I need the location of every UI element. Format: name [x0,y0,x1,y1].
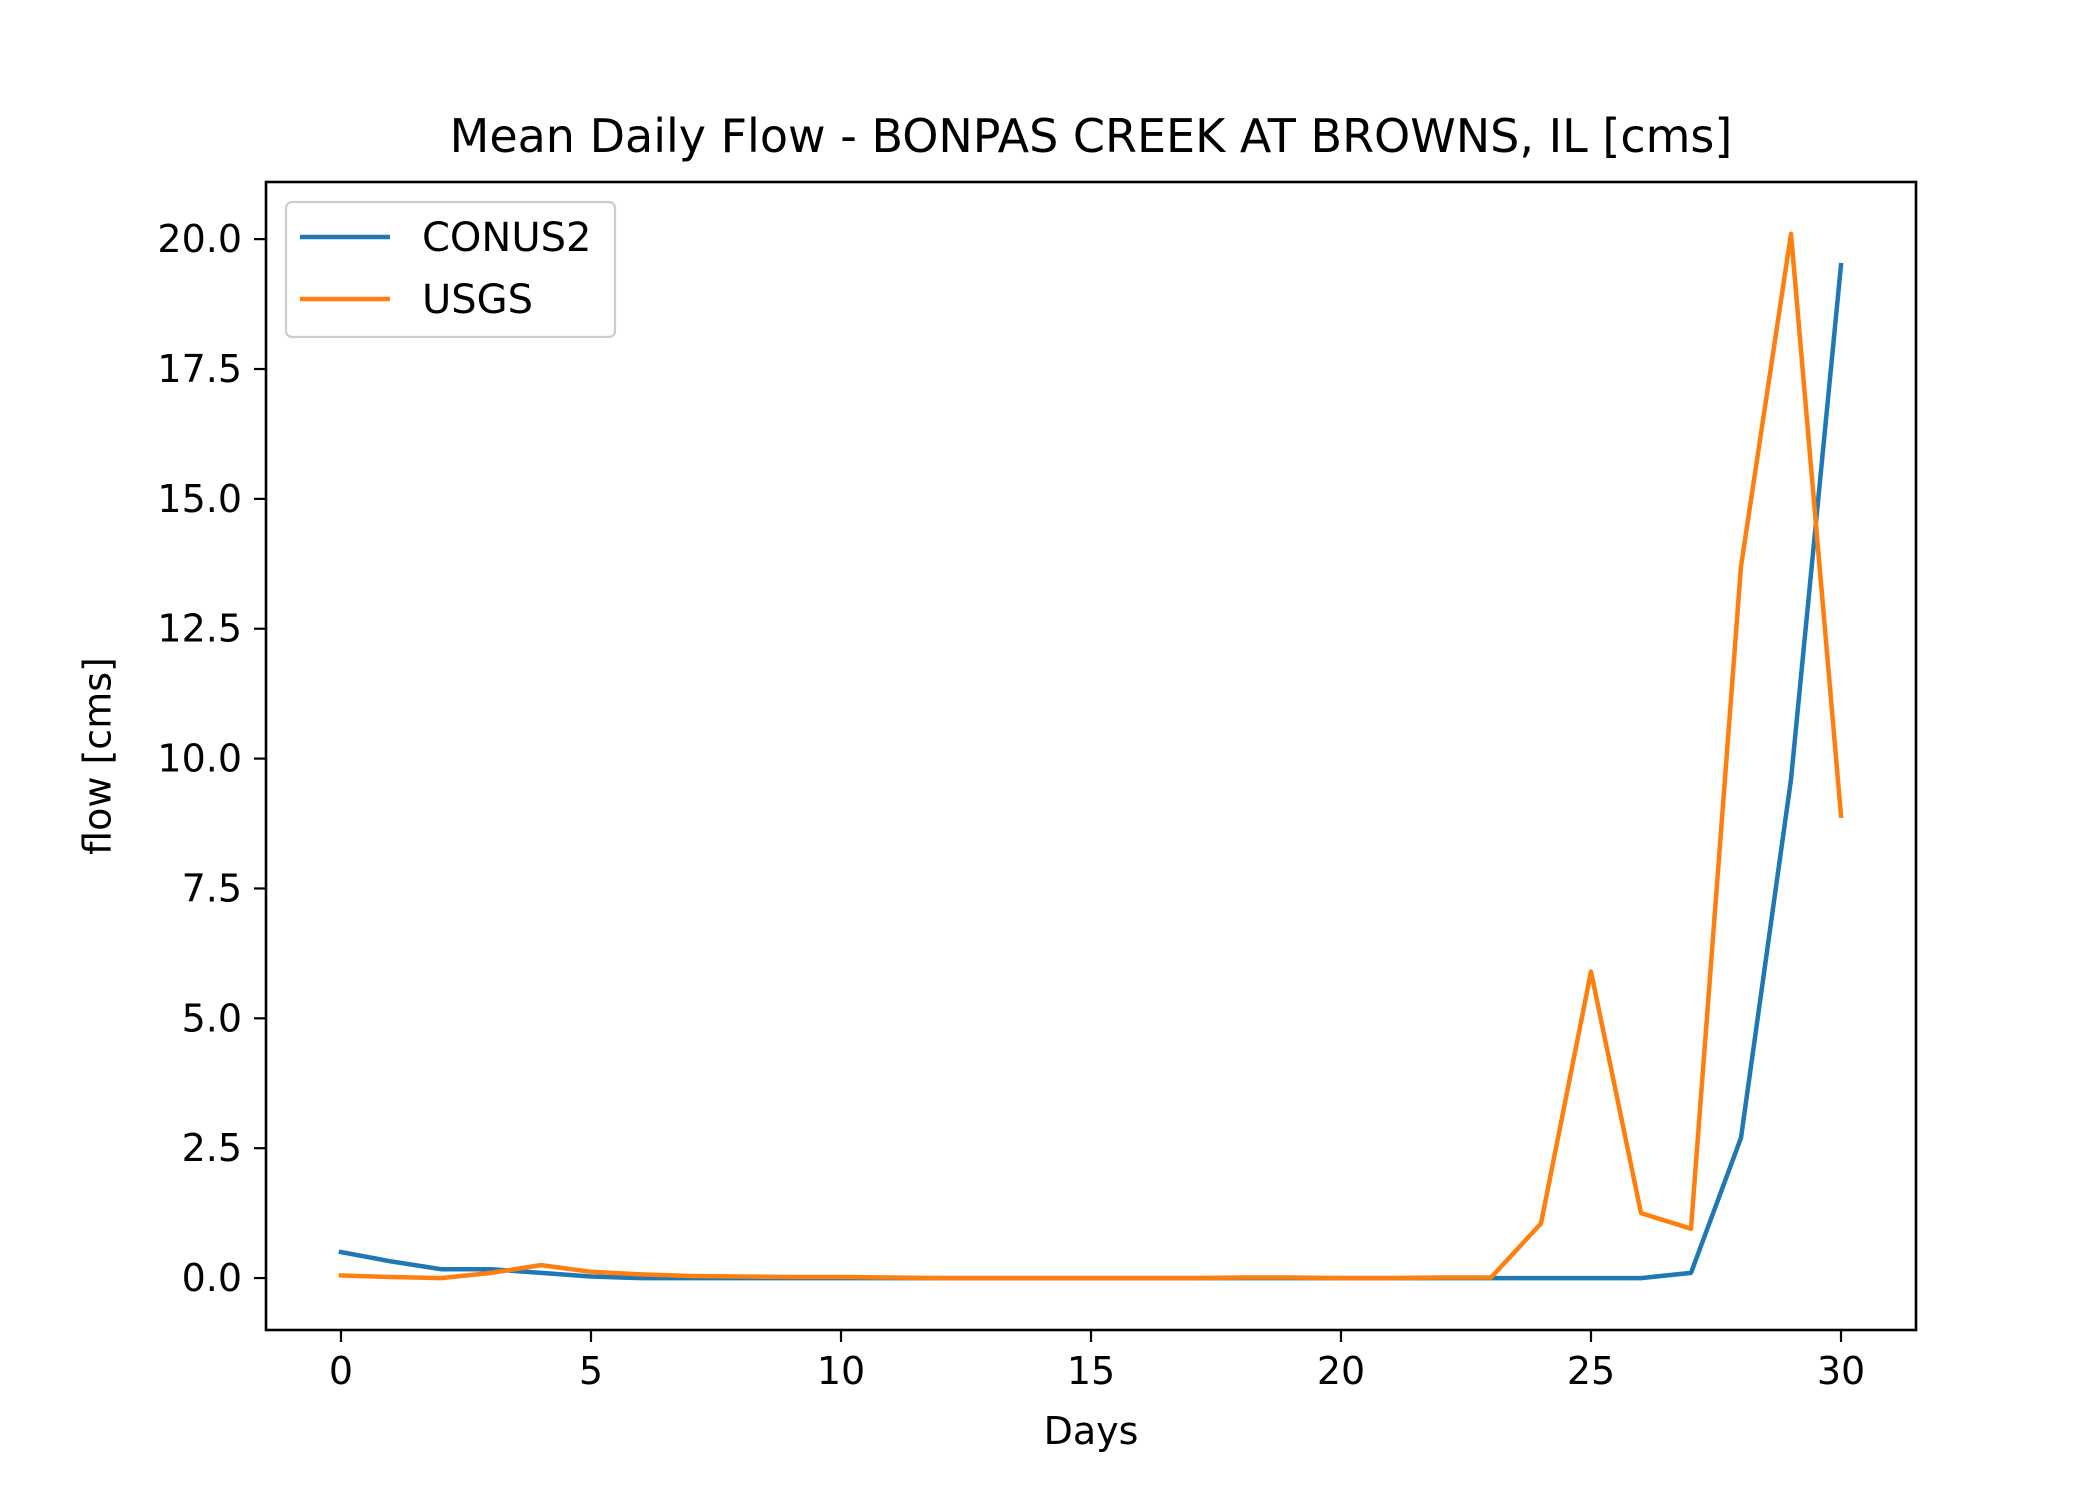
legend-label-conus2: CONUS2 [422,215,591,261]
axes-layer: 0 5 10 15 20 25 30 0.0 2.5 5.0 7.5 10.0 12.5 15.0 17.5… [157,180,1918,1393]
y-tick-label: 2.5 [182,1126,242,1170]
legend: CONUS2 USGS [284,200,617,339]
y-tick-label: 10.0 [157,737,242,781]
x-tick-label: 20 [1317,1349,1365,1393]
legend-label-usgs: USGS [422,277,533,323]
series-line-conus2 [338,262,1844,1281]
y-tick-label: 0.0 [182,1256,242,1300]
y-axis-label: flow [cms] [76,657,120,855]
x-axis-label: Days [1044,1409,1139,1453]
x-tick-label: 15 [1067,1349,1115,1393]
y-tick-label: 7.5 [182,866,242,910]
y-tick-label: 17.5 [157,347,242,391]
x-tick-label: 25 [1567,1349,1615,1393]
y-tick-label: 15.0 [157,477,242,521]
x-tick-label: 30 [1817,1349,1865,1393]
x-tick-label: 10 [817,1349,865,1393]
plot-frame [264,180,1918,1332]
x-tick-label: 5 [579,1349,603,1393]
y-tick-label: 5.0 [182,996,242,1040]
chart-title: Mean Daily Flow - BONPAS CREEK AT BROWNS… [450,109,1733,163]
y-tick-label: 20.0 [157,217,242,261]
y-tick-label: 12.5 [157,607,242,651]
x-tick-label: 0 [329,1349,353,1393]
series-line-usgs [338,231,1844,1281]
series-layer [338,231,1844,1281]
